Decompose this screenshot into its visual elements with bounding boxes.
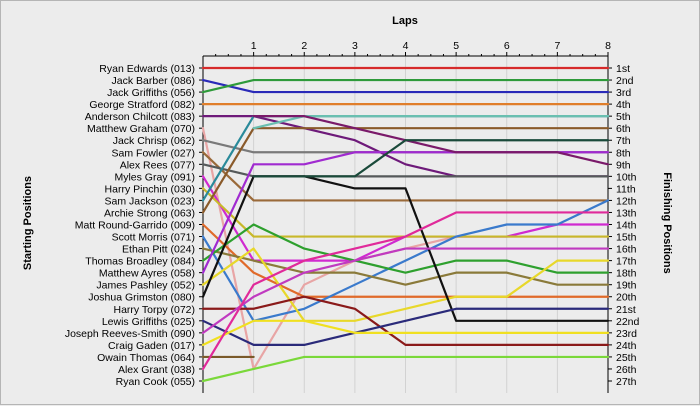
finishing-position-label: 10th — [616, 171, 637, 183]
finishing-position-label: 9th — [616, 159, 631, 171]
starting-position-label: Anderson Chilcott (083) — [85, 111, 195, 123]
starting-position-label: Harry Pinchin (030) — [105, 183, 195, 195]
finishing-position-label: 17th — [616, 256, 637, 268]
finishing-position-label: 3rd — [616, 87, 631, 99]
series-line-29 — [252, 139, 610, 178]
starting-position-label: Scott Morris (071) — [112, 232, 195, 244]
series-line-13 — [201, 223, 610, 298]
finishing-position-label: 21st — [616, 304, 636, 316]
finishing-position-label: 1st — [616, 63, 630, 75]
series-line-14 — [201, 199, 610, 322]
labels-group: 1 2 3 4 5 6 7 8 Ryan Edwards (013)Jack Barber (0… — [65, 40, 640, 388]
lap-label-2: 2 — [301, 40, 307, 52]
finishing-position-label: 26th — [616, 364, 637, 376]
series-line-28 — [252, 115, 610, 166]
finishing-position-label: 12th — [616, 195, 637, 207]
lap-label-6: 6 — [504, 40, 510, 52]
finishing-position-label: 23rd — [616, 328, 637, 340]
series-line-25 — [201, 211, 610, 371]
starting-position-label: Ryan Edwards (013) — [99, 63, 195, 75]
finishing-position-label: 18th — [616, 268, 637, 280]
lap-label-8: 8 — [605, 40, 611, 52]
starting-position-label: Ryan Cook (055) — [116, 376, 195, 388]
starting-position-label: Myles Gray (091) — [114, 171, 195, 183]
finishing-position-label: 20th — [616, 292, 637, 304]
starting-position-label: Matt Round-Garrido (009) — [75, 220, 195, 232]
finishing-position-label: 5th — [616, 111, 631, 123]
starting-position-label: Harry Torpy (072) — [114, 304, 196, 316]
series-line-16 — [201, 223, 610, 274]
finishing-position-label: 11th — [616, 183, 636, 195]
series-line-2 — [201, 78, 610, 94]
starting-position-label: Ethan Pitt (024) — [122, 244, 195, 256]
starting-position-label: Alex Grant (038) — [118, 364, 195, 376]
lap-label-4: 4 — [403, 40, 409, 52]
finishing-position-label: 2nd — [616, 75, 634, 87]
y-axis-title-right: Finishing Positions — [661, 172, 673, 273]
lap-label-3: 3 — [352, 40, 358, 52]
finishing-position-label: 15th — [616, 232, 637, 244]
starting-position-label: Owain Thomas (064) — [97, 352, 195, 364]
series-group — [201, 66, 610, 383]
series-line-15 — [201, 247, 610, 286]
finishing-position-label: 24th — [616, 340, 637, 352]
starting-position-label: Joseph Reeves-Smith (090) — [65, 328, 195, 340]
lap-label-1: 1 — [251, 40, 257, 52]
starting-position-label: Lewis Griffiths (025) — [102, 316, 195, 328]
starting-position-label: Archie Strong (063) — [104, 207, 195, 219]
finishing-position-label: 8th — [616, 147, 631, 159]
series-line-22 — [201, 247, 610, 334]
finishing-position-label: 14th — [616, 220, 637, 232]
series-line-26 — [201, 355, 610, 383]
starting-position-label: Jack Griffiths (056) — [107, 87, 195, 99]
starting-position-label: Craig Gaden (017) — [108, 340, 195, 352]
x-axis-title: Laps — [392, 15, 418, 27]
series-line-1 — [201, 78, 610, 94]
series-line-18 — [201, 247, 610, 322]
starting-position-label: Thomas Broadley (084) — [85, 256, 195, 268]
starting-position-label: Sam Fowler (027) — [112, 147, 195, 159]
series-line-12 — [201, 127, 610, 214]
y-axis-title-left: Starting Positions — [22, 176, 34, 270]
series-line-23 — [201, 319, 610, 346]
series-line-21 — [201, 307, 610, 346]
starting-position-label: James Pashley (052) — [96, 280, 195, 292]
finishing-position-label: 27th — [616, 376, 637, 388]
series-line-7 — [201, 151, 610, 202]
starting-position-label: George Stratford (082) — [89, 99, 195, 111]
starting-position-label: Matthew Graham (070) — [87, 123, 195, 135]
finishing-position-label: 19th — [616, 280, 637, 292]
starting-position-label: Joshua Grimston (080) — [88, 292, 195, 304]
finishing-position-label: 13th — [616, 207, 637, 219]
finishing-position-label: 7th — [616, 135, 631, 147]
starting-position-label: Jack Chrisp (062) — [113, 135, 195, 147]
lap-label-7: 7 — [554, 40, 560, 52]
starting-position-label: Jack Barber (086) — [112, 75, 195, 87]
starting-position-label: Sam Jackson (023) — [105, 195, 195, 207]
axes — [199, 52, 612, 393]
finishing-position-label: 22nd — [616, 316, 640, 328]
finishing-position-label: 6th — [616, 123, 631, 135]
series-line-27 — [252, 115, 610, 130]
finishing-position-label: 4th — [616, 99, 631, 111]
starting-position-label: Alex Rees (077) — [120, 159, 195, 171]
series-line-20 — [201, 295, 610, 346]
finishing-position-label: 25th — [616, 352, 637, 364]
starting-position-label: Matthew Ayres (058) — [99, 268, 195, 280]
lap-label-5: 5 — [453, 40, 459, 52]
finishing-position-label: 16th — [616, 244, 637, 256]
